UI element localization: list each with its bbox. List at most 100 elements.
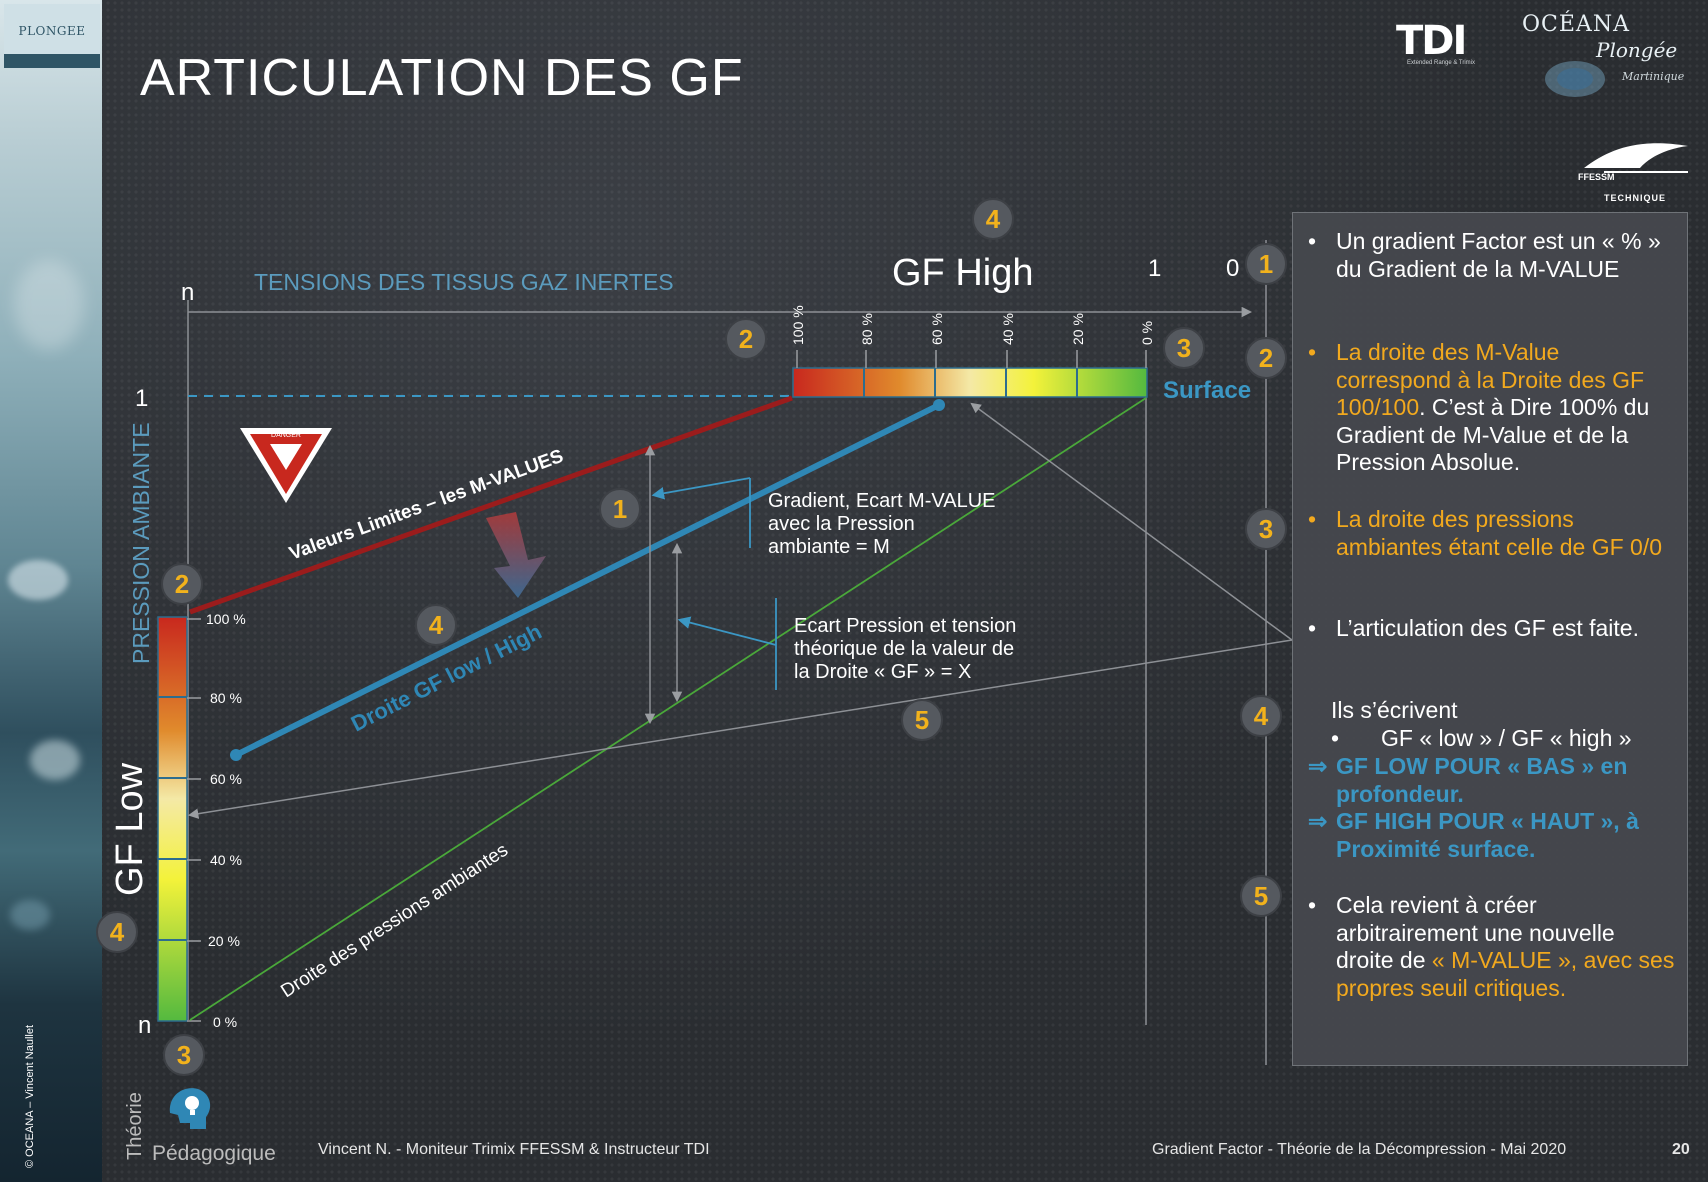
oceana-logo-plongee: Plongée: [1596, 38, 1678, 62]
svg-text:2: 2: [739, 324, 753, 354]
gf-low-point: [230, 749, 242, 761]
gf-high-tick-100: 100 %: [790, 305, 806, 345]
svg-text:4: 4: [986, 204, 1001, 234]
ffessm-logo-text: FFESSM: [1578, 172, 1615, 182]
svg-text:1: 1: [1259, 249, 1273, 279]
badge-2-right: 2: [1245, 337, 1287, 379]
theorie-label: Théorie: [124, 1092, 146, 1160]
badge-3-top: 3: [1163, 327, 1205, 369]
surface-label: Surface: [1163, 377, 1251, 404]
badge-2-top: 2: [725, 318, 767, 360]
section-tab-label: PLONGEE: [18, 24, 86, 38]
axis-one: 1: [135, 385, 148, 412]
gf-low-tick-40: 40 %: [210, 852, 242, 868]
badge-4-right: 4: [1240, 695, 1282, 737]
ambient-line-label: Droite des pressions ambiantes: [277, 840, 512, 1003]
gf-high-tick-80: 80 %: [859, 313, 875, 345]
footer-author: Vincent N. - Moniteur Trimix FFESSM & In…: [318, 1141, 710, 1158]
m-value-line: [189, 395, 793, 615]
ffessm-technique-text: TECHNIQUE: [1604, 193, 1667, 203]
gradient-note-line2: avec la Pression: [768, 513, 915, 535]
gf-low-high-line: [233, 402, 942, 758]
svg-text:4: 4: [110, 917, 125, 947]
badge-1-gradient: 1: [599, 488, 641, 530]
danger-sign: DANGER: [240, 428, 332, 503]
ambient-pressure-line: [189, 397, 1147, 1021]
info-gf-low-rule: ⇒ GF LOW POUR « BAS » en profondeur.: [1308, 753, 1628, 807]
badge-1-right: 1: [1245, 243, 1287, 285]
gf-low-tick-100: 100 %: [206, 611, 246, 627]
ecart-note-pointer: [677, 616, 777, 646]
info-item-5: • Cela revient à créer arbitrairement une…: [1308, 892, 1675, 1001]
svg-text:DANGER: DANGER: [271, 432, 301, 439]
svg-text:4: 4: [429, 610, 444, 640]
info-gf-high-rule: ⇒ GF HIGH POUR « HAUT », à Proximité surf…: [1308, 808, 1639, 862]
badge-4-gf-high: 4: [972, 198, 1014, 240]
top-axis-label: TENSIONS DES TISSUS GAZ INERTES: [254, 269, 674, 295]
badge-5-line: 5: [901, 699, 943, 741]
axis-n-top: n: [181, 279, 194, 306]
gf-low-bar: [157, 616, 188, 1022]
tdi-logo: TDI: [1396, 18, 1467, 64]
info-item-3: • La droite des pressions ambiantes étant…: [1308, 506, 1663, 560]
gf-low-tick-80: 80 %: [210, 690, 242, 706]
svg-text:1: 1: [613, 494, 627, 524]
svg-text:2: 2: [1259, 343, 1273, 373]
tdi-logo-subtitle: Extended Range & Trimix: [1406, 60, 1476, 66]
oceana-logo-martinique: Martinique: [1622, 70, 1685, 83]
ecart-note-line1: Ecart Pression et tension: [794, 615, 1016, 637]
left-photo-strip: [0, 0, 102, 1182]
badge-4-line: 4: [415, 604, 457, 646]
gf-high-point: [933, 399, 945, 411]
gf-low-tick-20: 20 %: [208, 933, 240, 949]
head-lightbulb-icon: [169, 1088, 211, 1129]
axis-n-bottom: n: [138, 1012, 151, 1039]
svg-text:3: 3: [1259, 514, 1273, 544]
info-item-2: • La droite des M-Value correspond à la D…: [1308, 339, 1650, 475]
info-item-1: • Un gradient Factor est un « % » du Grad…: [1308, 228, 1661, 282]
badge-3-right: 3: [1245, 508, 1287, 550]
badge-3-left: 3: [163, 1034, 205, 1076]
oceana-logo: OCÉANA: [1522, 12, 1630, 37]
svg-text:3: 3: [1177, 333, 1191, 363]
badge-4-left: 4: [96, 911, 138, 953]
connector-to-gf-high: [970, 402, 1293, 641]
gf-high-tick-60: 60 %: [929, 313, 945, 345]
shift-down-arrow: [486, 512, 546, 598]
svg-text:3: 3: [177, 1040, 191, 1070]
info-item-4: • L’articulation des GF est faite.: [1308, 615, 1639, 641]
badge-5-right: 5: [1240, 875, 1282, 917]
badge-2-left: 2: [161, 563, 203, 605]
turtle-icon: [1545, 61, 1605, 97]
svg-text:4: 4: [1254, 701, 1269, 731]
ecart-note-line3: la Droite « GF » = X: [794, 661, 971, 683]
top-axis-one: 1: [1148, 255, 1161, 282]
gf-high-title: GF High: [892, 252, 1033, 294]
svg-text:5: 5: [915, 705, 929, 735]
info-ils-ecrivent: Ils s’écrivent: [1331, 697, 1458, 723]
gf-low-title: GF Low: [109, 762, 151, 896]
info-formula: • GF « low » / GF « high »: [1331, 725, 1632, 751]
gf-high-bar: [792, 367, 1148, 398]
svg-text:5: 5: [1254, 881, 1268, 911]
connector-to-gf-low: [187, 639, 1293, 819]
gradient-note-line3: ambiante = M: [768, 536, 890, 558]
gf-low-tick-0: 0 %: [213, 1014, 237, 1030]
ecart-note-line2: théorique de la valeur de: [794, 638, 1014, 660]
gradient-note-line1: Gradient, Ecart M-VALUE: [768, 490, 995, 512]
section-tab-bar: [4, 54, 100, 68]
gf-high-tick-40: 40 %: [1000, 313, 1016, 345]
gradient-note-pointer: [651, 477, 751, 500]
explanation-panel: [1292, 212, 1688, 1066]
top-axis-zero: 0: [1226, 255, 1239, 282]
ffessm-wave-icon: [1584, 143, 1688, 173]
gf-low-tick-60: 60 %: [210, 771, 242, 787]
left-axis-label: PRESSION AMBIANTE: [128, 422, 154, 664]
page-number: 20: [1672, 1141, 1690, 1158]
footer-course: Gradient Factor - Théorie de la Décompre…: [1152, 1141, 1567, 1158]
slide-title: ARTICULATION DES GF: [140, 49, 744, 107]
svg-text:2: 2: [175, 569, 189, 599]
gf-high-tick-20: 20 %: [1070, 313, 1086, 345]
pedagogique-label: Pédagogique: [152, 1142, 276, 1165]
